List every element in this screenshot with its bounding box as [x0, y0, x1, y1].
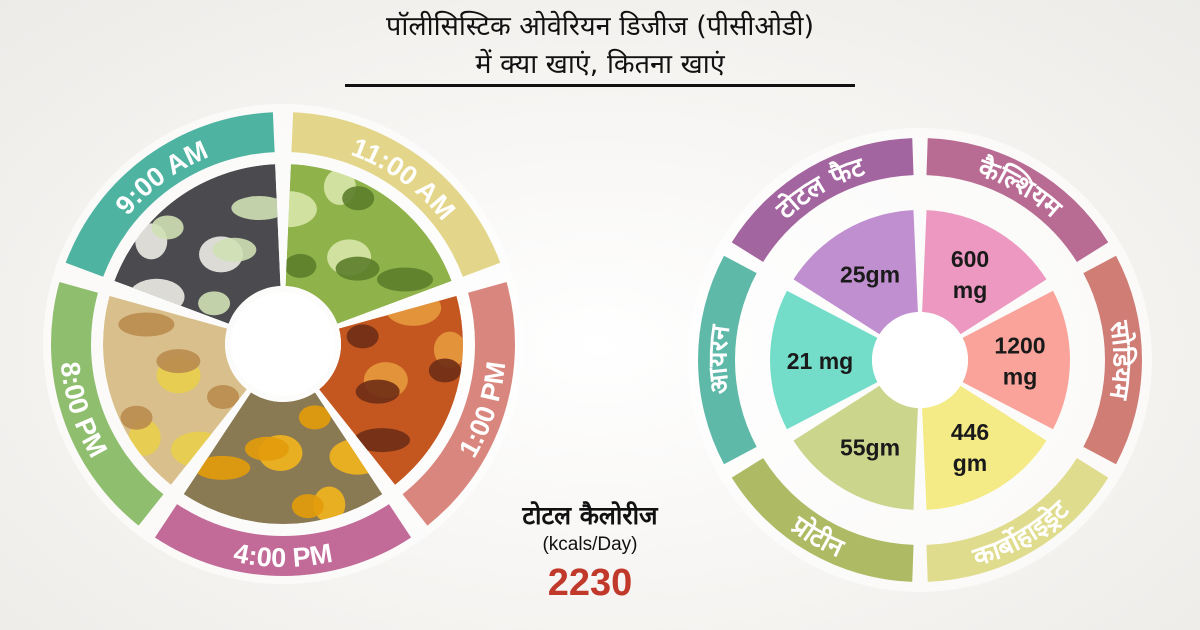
nutrient-amount-1-line-0: 600: [951, 246, 989, 272]
nutrient-ring-segment-1: [926, 138, 1109, 262]
nutrient-amount-wedge-2: [962, 290, 1070, 430]
time-segment-11-00-am: [291, 112, 501, 277]
page-title: पॉलीसिस्टिक ओवेरियन डिजीज (पीसीओडी): [386, 11, 814, 42]
meal-wheel-hub: [231, 292, 335, 396]
total-calories-value: 2230: [547, 562, 633, 604]
time-segment-1-00-pm: [402, 282, 515, 526]
nutrient-label-2: सोडियम: [1103, 318, 1138, 402]
total-calories-box: टोटल कैलोरीज (kcals/Day) 2230: [470, 500, 710, 608]
nutrient-amount-5-line-0: 21 mg: [787, 348, 853, 374]
title-underline: [345, 84, 855, 87]
nutrient-ring-segment-3: [926, 458, 1109, 582]
food-image-fish-curry: [319, 295, 464, 485]
nutrient-label-5: आयरन: [703, 322, 736, 396]
nutrient-amount-wedge-0: [793, 210, 918, 335]
nutrient-amount-3-line-1: gm: [953, 450, 988, 476]
time-segment-8-00-pm: [51, 282, 164, 526]
meal-time-label-4-00-pm: 4:00 PM: [231, 538, 335, 573]
nutrient-wheel: टोटल फैट25gmकैल्शियम600mgसोडियम1200mgकार…: [688, 128, 1152, 592]
nutrient-amount-3-line-0: 446: [951, 419, 989, 445]
nutrient-ring-segment-4: [731, 458, 914, 582]
time-segment-9-00-am: [65, 112, 275, 277]
nutrient-amount-wedge-4: [793, 385, 918, 510]
nutrient-amount-0-line-0: 25gm: [840, 261, 900, 287]
meal-schedule-wheel: 9:00 AM 11:00 AM1:00 PM4:00 PM8:00 PM: [43, 104, 523, 584]
nutrient-ring-segment-5: [698, 255, 757, 465]
nutrient-amount-wedge-3: [922, 385, 1047, 510]
total-calories-label: टोटल कैलोरीज: [522, 501, 658, 530]
nutrient-amount-1-line-1: mg: [953, 277, 988, 303]
nutrient-amount-wedge-1: [922, 210, 1047, 335]
time-segment-4-00-pm: [154, 504, 412, 576]
total-calories-unit: (kcals/Day): [542, 534, 638, 555]
page-subtitle: में क्या खाएं, कितना खाएं: [475, 49, 725, 80]
nutrient-amount-4-line-0: 55gm: [840, 435, 900, 461]
nutrient-ring-segment-2: [1083, 255, 1143, 465]
nutrient-amount-2-line-1: mg: [1003, 364, 1038, 390]
nutrient-ring-segment-0: [731, 138, 914, 262]
nutrient-amount-2-line-0: 1200: [994, 333, 1045, 359]
food-image-sprouted-moong: [285, 164, 452, 324]
nutrient-amount-wedge-5: [770, 290, 878, 430]
nutrient-wheel-hub: [872, 312, 968, 408]
